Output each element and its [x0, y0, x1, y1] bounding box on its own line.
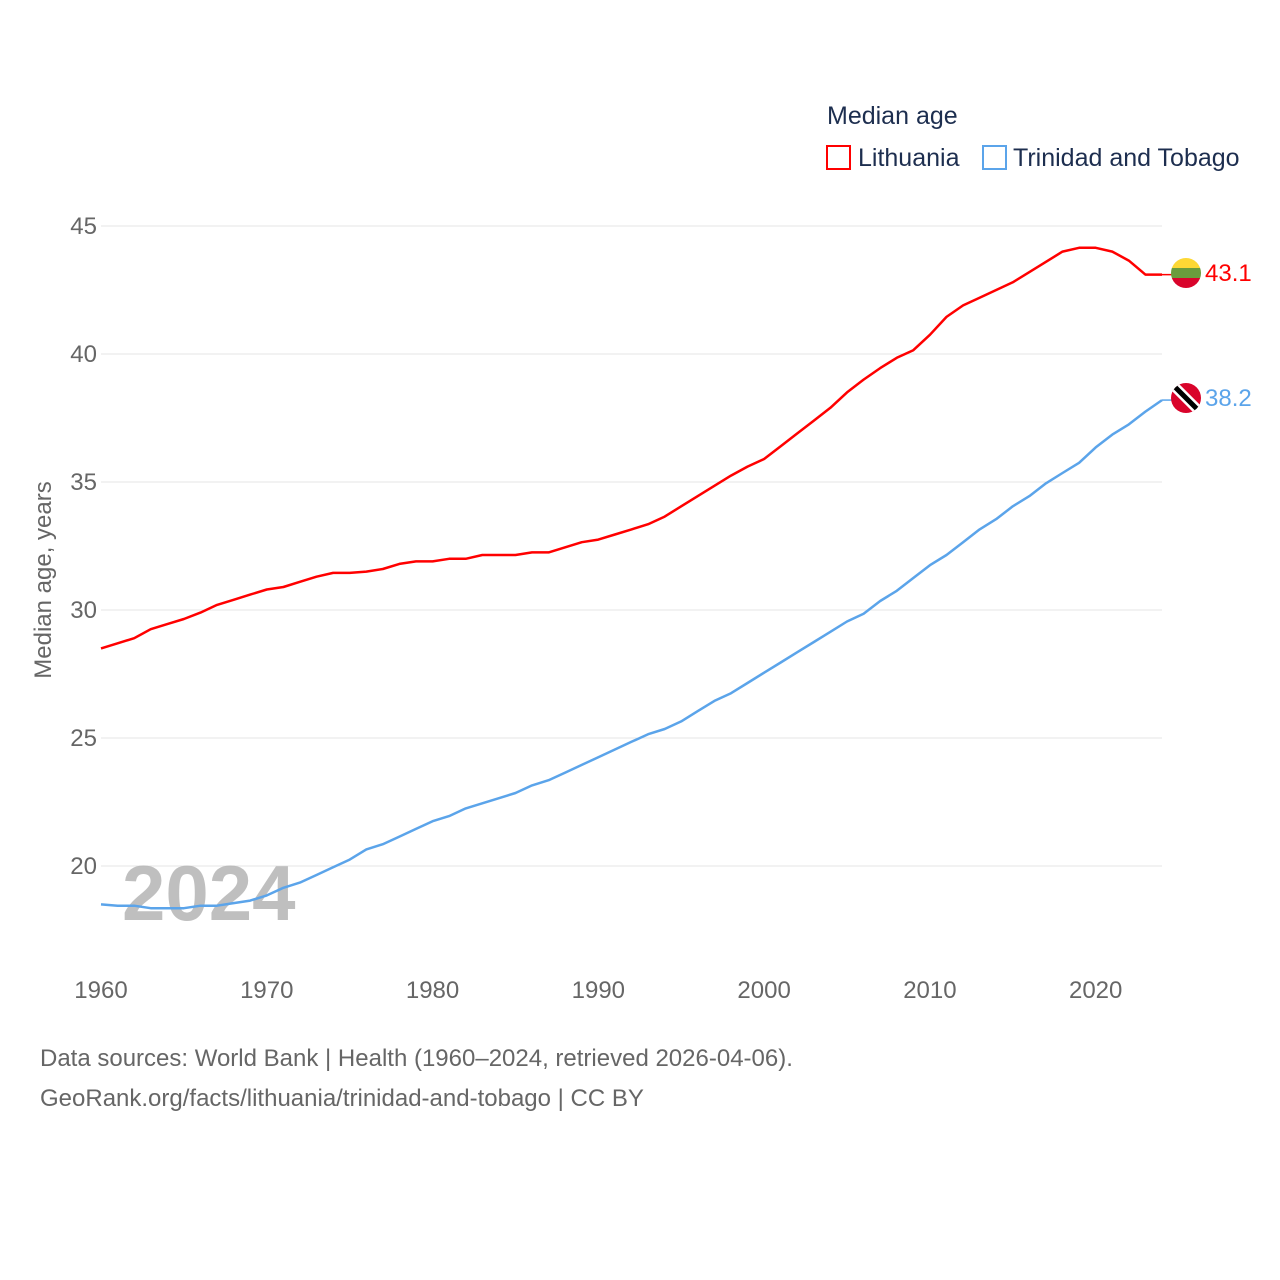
- x-tick-label: 1960: [74, 977, 127, 1004]
- watermark-year: 2024: [122, 849, 296, 937]
- x-tick-label: 1990: [572, 977, 625, 1004]
- footer-attribution[interactable]: GeoRank.org/facts/lithuania/trinidad-and…: [40, 1085, 644, 1112]
- legend-title: Median age: [827, 102, 958, 130]
- x-tick-label: 2000: [737, 977, 790, 1004]
- y-tick-label: 45: [70, 213, 97, 240]
- series-line-lithuania[interactable]: [100, 246, 1162, 650]
- y-tick-label: 25: [70, 725, 97, 752]
- y-tick-label: 40: [70, 341, 97, 368]
- y-axis-label: Median age, years: [30, 481, 57, 678]
- legend-label-lithuania[interactable]: Lithuania: [858, 144, 960, 172]
- end-label-trinidad: 38.2: [1205, 385, 1252, 412]
- y-tick-label: 35: [70, 469, 97, 496]
- legend-label-trinidad[interactable]: Trinidad and Tobago: [1013, 144, 1240, 172]
- x-tick-label: 2010: [903, 977, 956, 1004]
- series-line-trinidad-and-tobago[interactable]: [100, 399, 1163, 910]
- trinidad-and-tobago-flag-icon: [1171, 383, 1201, 413]
- x-tick-label: 2020: [1069, 977, 1122, 1004]
- x-tick-label: 1980: [406, 977, 459, 1004]
- end-label-lithuania: 43.1: [1205, 260, 1252, 287]
- y-tick-label: 30: [70, 597, 97, 624]
- gridlines: [101, 225, 1162, 867]
- y-tick-label: 20: [70, 853, 97, 880]
- x-axis-ticks: 1960 1970 1980 1990 2000 2010 2020: [74, 977, 1122, 1004]
- legend-swatch-trinidad[interactable]: [982, 145, 1007, 170]
- footer-sources: Data sources: World Bank | Health (1960–…: [40, 1045, 793, 1072]
- y-axis-ticks: 20 25 30 35 40 45: [70, 213, 97, 880]
- series-lines: [100, 246, 1172, 910]
- x-tick-label: 1970: [240, 977, 293, 1004]
- legend-swatch-lithuania[interactable]: [826, 145, 851, 170]
- lithuania-flag-icon: [1171, 258, 1201, 288]
- legend: Median age Lithuania Trinidad and Tobago: [826, 102, 1240, 172]
